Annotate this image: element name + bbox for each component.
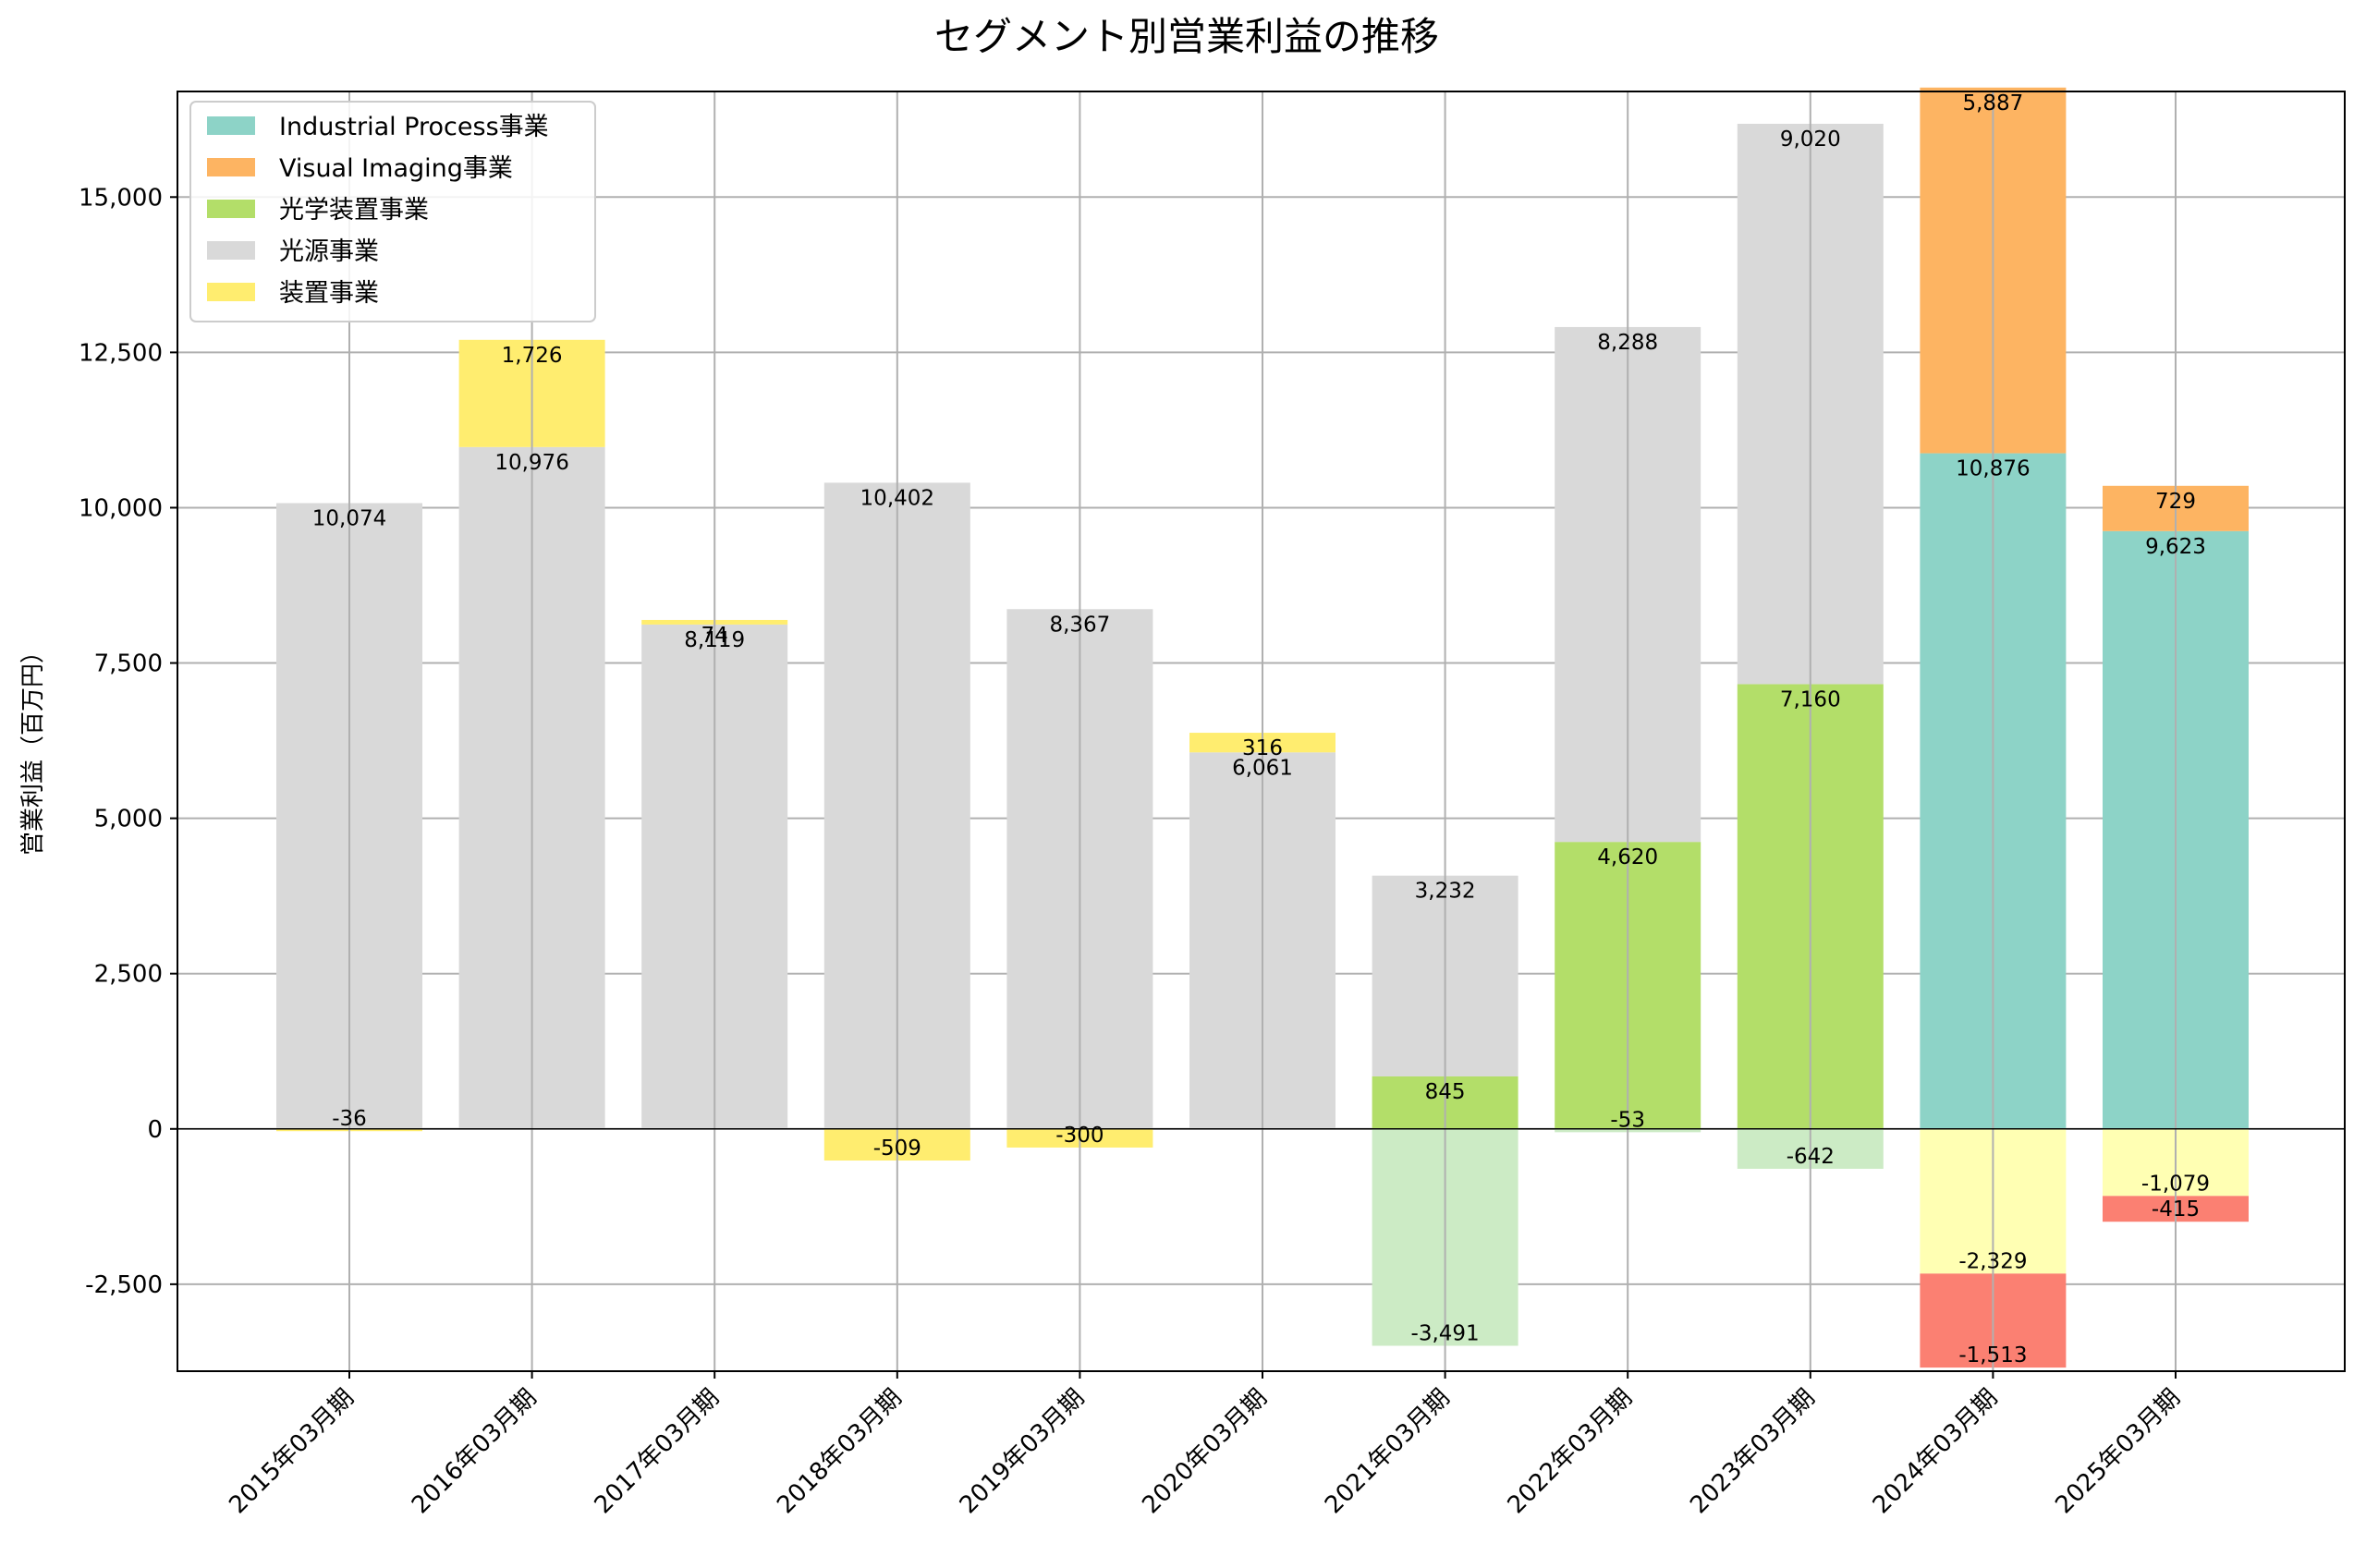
vertical-grid-lines	[348, 91, 2177, 1371]
y-tick-label: 12,500	[79, 339, 163, 367]
x-tick-label: 2015年03月期	[224, 1384, 360, 1520]
x-tick-label: 2022年03月期	[1503, 1384, 1639, 1520]
data-label: 3,232	[1415, 880, 1476, 904]
data-label: 8,288	[1597, 331, 1658, 355]
data-label: -300	[1055, 1124, 1104, 1148]
y-tick-label: 10,000	[79, 494, 163, 522]
data-label: -1,513	[1958, 1343, 2027, 1367]
x-tick-label: 2018年03月期	[772, 1384, 908, 1520]
legend-entry: 装置事業	[279, 279, 379, 308]
y-axis-label: 営業利益（百万円）	[19, 639, 47, 856]
legend: Industrial Process事業 Visual Imaging事業光学装置…	[189, 101, 596, 322]
legend-swatch	[207, 241, 255, 260]
x-tick-label: 2017年03月期	[590, 1384, 726, 1520]
data-label: 7,160	[1780, 687, 1841, 711]
data-label: 9,020	[1780, 128, 1841, 152]
legend-entry: 光源事業	[279, 237, 379, 266]
data-label: 4,620	[1597, 845, 1658, 869]
data-label: 845	[1425, 1080, 1466, 1104]
data-label: 9,623	[2145, 535, 2206, 559]
x-tick-label: 2024年03月期	[1868, 1384, 2004, 1520]
data-label: 74	[701, 624, 728, 648]
y-tick-label: 15,000	[79, 184, 163, 212]
data-label: 8,119	[684, 628, 745, 652]
data-label: 10,976	[494, 451, 568, 475]
data-label: -36	[332, 1107, 367, 1131]
data-label: -1,079	[2141, 1172, 2210, 1196]
legend-swatch	[207, 116, 255, 135]
data-label: -53	[1610, 1108, 1645, 1132]
data-label: 10,074	[312, 506, 386, 530]
y-tick-label: 2,500	[94, 961, 163, 989]
legend-entry: 光学装置事業	[279, 196, 429, 225]
data-label: 10,402	[860, 486, 934, 510]
data-label: 1,726	[502, 344, 563, 368]
data-label: 10,876	[1956, 457, 2030, 481]
y-tick-label: 5,000	[94, 806, 163, 833]
data-label: -3,491	[1411, 1322, 1480, 1346]
y-tick-label: 7,500	[94, 650, 163, 678]
data-label: -2,329	[1958, 1249, 2027, 1273]
x-tick-label: 2020年03月期	[1137, 1384, 1273, 1520]
data-label: 8,367	[1049, 613, 1110, 637]
plot-frame	[177, 91, 2346, 1372]
data-label: 5,887	[1962, 91, 2023, 115]
x-tick-label: 2019年03月期	[955, 1384, 1091, 1520]
data-label: -415	[2152, 1197, 2200, 1222]
legend-swatch	[207, 283, 255, 301]
x-tick-label: 2025年03月期	[2050, 1384, 2186, 1520]
data-label: -642	[1787, 1145, 1835, 1169]
chart-title: セグメント別営業利益の推移	[934, 14, 1439, 59]
data-label: 6,061	[1232, 756, 1293, 780]
y-tick-label: -2,500	[85, 1271, 163, 1299]
legend-swatch	[207, 158, 255, 176]
legend-swatch	[207, 200, 255, 218]
x-tick-label: 2023年03月期	[1685, 1384, 1821, 1520]
y-tick-label: 0	[147, 1116, 163, 1144]
data-label: -509	[873, 1136, 921, 1161]
legend-box	[189, 101, 596, 322]
x-tick-label: 2016年03月期	[407, 1384, 543, 1520]
data-label: 729	[2155, 490, 2196, 514]
x-tick-label: 2021年03月期	[1320, 1384, 1456, 1520]
legend-entry: Visual Imaging事業	[279, 154, 513, 183]
legend-entry: Industrial Process事業	[279, 113, 549, 141]
data-label: 316	[1242, 736, 1283, 760]
